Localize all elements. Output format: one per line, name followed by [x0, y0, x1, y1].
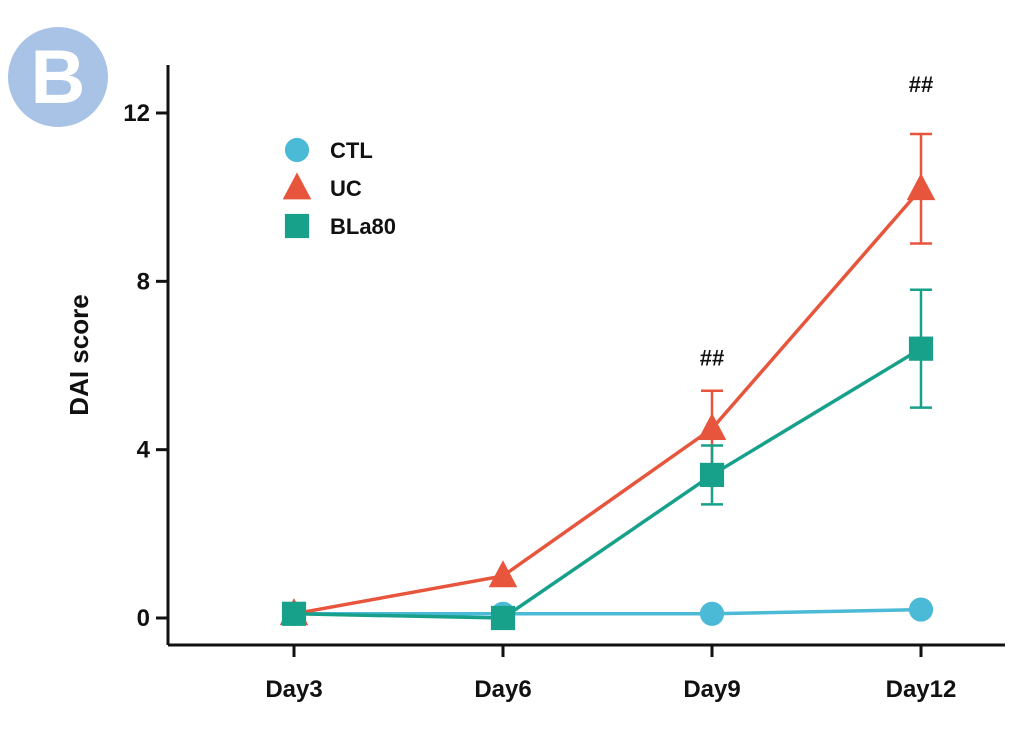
legend-item: BLa80: [284, 213, 396, 239]
series-line: [294, 607, 922, 616]
legend-label: BLa80: [330, 214, 396, 239]
series-ctl: [281, 597, 934, 626]
data-point: [906, 173, 936, 201]
series-line: [293, 187, 923, 616]
legend-item: CTL: [284, 137, 373, 163]
data-point: [697, 412, 727, 441]
significance-annotation: ##: [700, 346, 724, 371]
y-tick-label: 12: [123, 100, 150, 127]
data-point: [908, 597, 934, 622]
data-point: [908, 336, 934, 361]
legend-label: UC: [330, 176, 362, 201]
axes: 0 4 8 12 Day3 Day6 Day9 Day12 DAI score: [64, 65, 1005, 703]
legend-item: UC: [282, 172, 362, 201]
y-axis-label: DAI score: [64, 294, 94, 415]
series-layer: [279, 132, 936, 631]
legend-marker: [282, 172, 312, 200]
data-point: [490, 605, 516, 631]
panel-label-badge: B: [8, 27, 108, 127]
legend-label: CTL: [330, 138, 373, 163]
x-tick-label: Day9: [683, 676, 740, 703]
x-tick-label: Day3: [265, 676, 322, 703]
data-point: [699, 462, 725, 488]
panel-label: B: [30, 34, 86, 120]
data-point: [281, 601, 307, 626]
data-point: [488, 560, 518, 588]
x-tick-label: Day12: [886, 676, 957, 703]
data-point: [699, 601, 725, 626]
legend: CTL UC BLa80: [282, 137, 396, 239]
x-tick-label: Day6: [474, 676, 531, 703]
legend-marker: [284, 213, 310, 239]
y-tick-label: 0: [137, 605, 150, 632]
series-uc: [279, 132, 936, 626]
y-tick-label: 8: [137, 268, 150, 295]
annotations: ## ##: [700, 72, 933, 371]
series-bla80: [281, 288, 934, 631]
significance-annotation: ##: [909, 72, 933, 97]
y-tick-label: 4: [137, 437, 151, 464]
legend-marker: [284, 137, 310, 163]
series-line: [293, 347, 922, 620]
